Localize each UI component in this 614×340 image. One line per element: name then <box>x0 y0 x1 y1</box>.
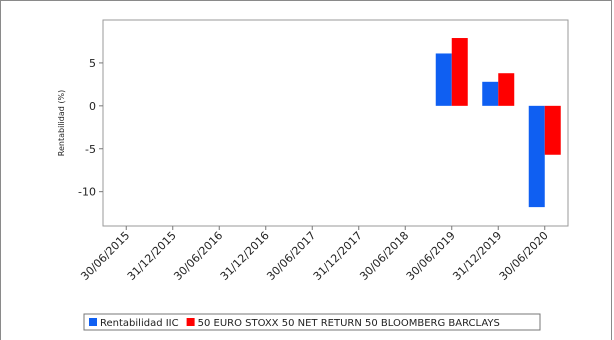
legend-swatch-0 <box>89 318 97 326</box>
x-tick-label-5: 31/12/2017 <box>311 229 365 283</box>
x-tick-label-7: 30/06/2019 <box>404 229 458 283</box>
y-axis: 5 0 -5 -10 <box>78 57 103 199</box>
y-tick-label-2: -5 <box>85 143 96 156</box>
legend-label-0: Rentabilidad IIC <box>100 318 179 329</box>
legend: Rentabilidad IIC 50 EURO STOXX 50 NET RET… <box>83 313 541 331</box>
x-tick-label-4: 30/06/2017 <box>264 229 318 283</box>
x-axis: 30/06/201531/12/201530/06/201631/12/2016… <box>78 226 551 283</box>
x-tick-label-8: 31/12/2019 <box>450 229 504 283</box>
bars-group <box>435 38 561 208</box>
plot-area <box>102 19 569 227</box>
x-tick-label-6: 30/06/2018 <box>357 229 411 283</box>
x-tick-label-2: 30/06/2016 <box>171 229 225 283</box>
x-tick-label-1: 31/12/2015 <box>125 229 179 283</box>
x-tick-label-9: 30/06/2020 <box>497 229 551 283</box>
y-tick-label-3: -10 <box>78 186 96 199</box>
x-tick-label-3: 31/12/2016 <box>218 229 272 283</box>
x-tick-label-0: 30/06/2015 <box>78 229 132 283</box>
bar-benchmark-9 <box>544 105 561 155</box>
bar-iic-7 <box>435 53 452 106</box>
legend-label-1: 50 EURO STOXX 50 NET RETURN 50 BLOOMBERG… <box>198 318 500 329</box>
bar-benchmark-7 <box>451 38 468 106</box>
y-tick-label-1: 0 <box>89 100 96 113</box>
bar-iic-8 <box>482 81 499 106</box>
y-axis-title: Rentabilidad (%) <box>57 90 66 156</box>
legend-swatch-1 <box>186 318 195 326</box>
bar-iic-9 <box>528 105 545 208</box>
bar-benchmark-8 <box>498 73 515 106</box>
legend-box <box>83 313 541 331</box>
y-tick-label-0: 5 <box>89 57 96 70</box>
